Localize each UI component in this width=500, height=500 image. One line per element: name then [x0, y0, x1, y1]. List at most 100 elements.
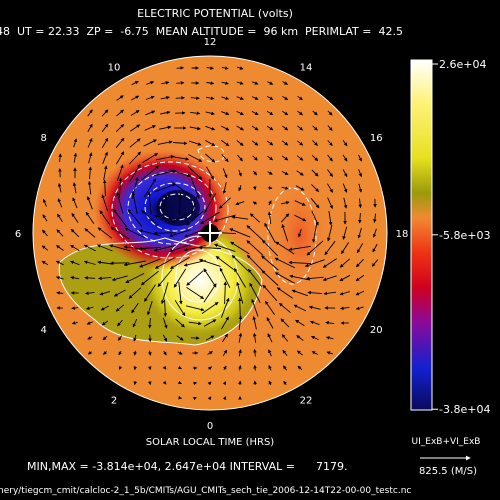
vector-arrow [281, 186, 289, 190]
vector-arrow [267, 171, 273, 175]
vector-arrow [186, 270, 204, 286]
vector-arrow [97, 260, 113, 265]
vector-arrow [265, 300, 275, 315]
vector-arrow [102, 335, 108, 341]
vector-arrow [274, 272, 295, 284]
vector-arrow [103, 351, 107, 355]
vector-arrow [296, 170, 304, 176]
vector-arrow [261, 239, 279, 257]
vector-arrow [222, 396, 227, 400]
vector-arrow [101, 320, 109, 326]
vector-arrow [222, 381, 227, 386]
vector-arrow [312, 223, 318, 243]
vector-arrow [267, 81, 274, 85]
vector-arrow [339, 291, 351, 296]
vector-arrow [129, 138, 141, 148]
vector-arrow [251, 96, 259, 100]
vector-arrow [190, 111, 201, 116]
vector-arrow [268, 349, 272, 357]
vector-arrow [56, 291, 64, 295]
vector-arrow [312, 110, 318, 116]
vector-arrow [223, 281, 228, 305]
vector-arrow [162, 317, 168, 329]
vector-arrow [176, 81, 185, 85]
vector-arrow [71, 212, 79, 223]
vector-arrow [252, 201, 258, 206]
vector-arrow [157, 140, 173, 145]
vector-arrow [188, 140, 202, 146]
vector-arrow [99, 210, 111, 226]
vector-arrow [183, 245, 206, 252]
vector-arrow [72, 182, 77, 194]
vector-arrow [70, 260, 80, 266]
vector-arrow [339, 258, 351, 268]
vector-arrow [357, 227, 362, 239]
vector-arrow [251, 140, 259, 146]
vector-arrow [268, 380, 273, 386]
vector-arrow [238, 365, 242, 371]
vector-arrow [268, 364, 272, 371]
vector-arrow [87, 336, 93, 340]
hour-tick-16: 16 [370, 133, 383, 144]
vector-arrow [356, 243, 364, 254]
vector-arrow [261, 270, 279, 286]
vector-arrow [291, 289, 308, 297]
vector-arrow [70, 275, 80, 280]
hour-tick-4: 4 [41, 325, 47, 336]
vector-arrow [189, 126, 201, 131]
pole-marker [198, 221, 222, 245]
vector-arrow [295, 319, 305, 327]
vector-arrow [231, 254, 249, 272]
vector-arrow [143, 178, 157, 198]
vector-arrow [154, 169, 177, 176]
vector-arrow [264, 222, 276, 243]
vector-arrow [85, 211, 95, 224]
vector-arrow [116, 164, 124, 182]
vector-arrow [267, 211, 272, 225]
vector-arrow [116, 109, 124, 117]
vector-arrow [170, 181, 190, 195]
vector-arrow [327, 110, 333, 116]
vector-arrow [169, 169, 192, 178]
vector-arrow [55, 276, 64, 280]
vector-arrow [71, 306, 79, 310]
vector-arrow [57, 198, 63, 208]
vector-arrow [296, 350, 303, 356]
vector-arrow [204, 193, 216, 214]
vector-arrow [162, 365, 167, 370]
vector-arrow [117, 319, 123, 327]
vector-arrow [87, 350, 92, 355]
vector-arrow [253, 364, 257, 371]
vector-arrow [97, 227, 113, 239]
vector-arrow [176, 335, 184, 341]
vector-arrow [96, 244, 113, 252]
vector-arrow [312, 125, 318, 131]
vector-arrow [176, 66, 184, 70]
vector-arrow [57, 183, 62, 193]
vector-arrow [169, 212, 190, 224]
vector-arrow [342, 154, 348, 162]
vector-arrow [99, 290, 111, 296]
colorbar-ramp [410, 59, 433, 411]
vector-arrow [297, 95, 303, 101]
vector-arrow [178, 365, 183, 370]
vector-arrow [218, 197, 232, 209]
vector-arrow [342, 169, 348, 178]
vector-arrow [251, 125, 259, 131]
vector-arrow [201, 302, 219, 314]
vector-arrow [115, 123, 125, 133]
vector-arrow [236, 110, 244, 116]
vector-arrow [283, 380, 287, 385]
vector-arrow [325, 321, 335, 325]
vector-arrow [296, 335, 304, 341]
vector-arrow [153, 244, 176, 252]
vector-arrow [251, 110, 259, 116]
vector-arrow [206, 96, 215, 100]
plot-title: ELECTRIC POTENTIAL (volts) [137, 7, 293, 20]
vector-arrow [87, 137, 93, 148]
vector-arrow [129, 151, 142, 165]
vector-arrow [222, 349, 228, 356]
vector-arrow [358, 183, 363, 193]
vector-arrow [222, 182, 227, 195]
vector-arrow [231, 215, 249, 220]
